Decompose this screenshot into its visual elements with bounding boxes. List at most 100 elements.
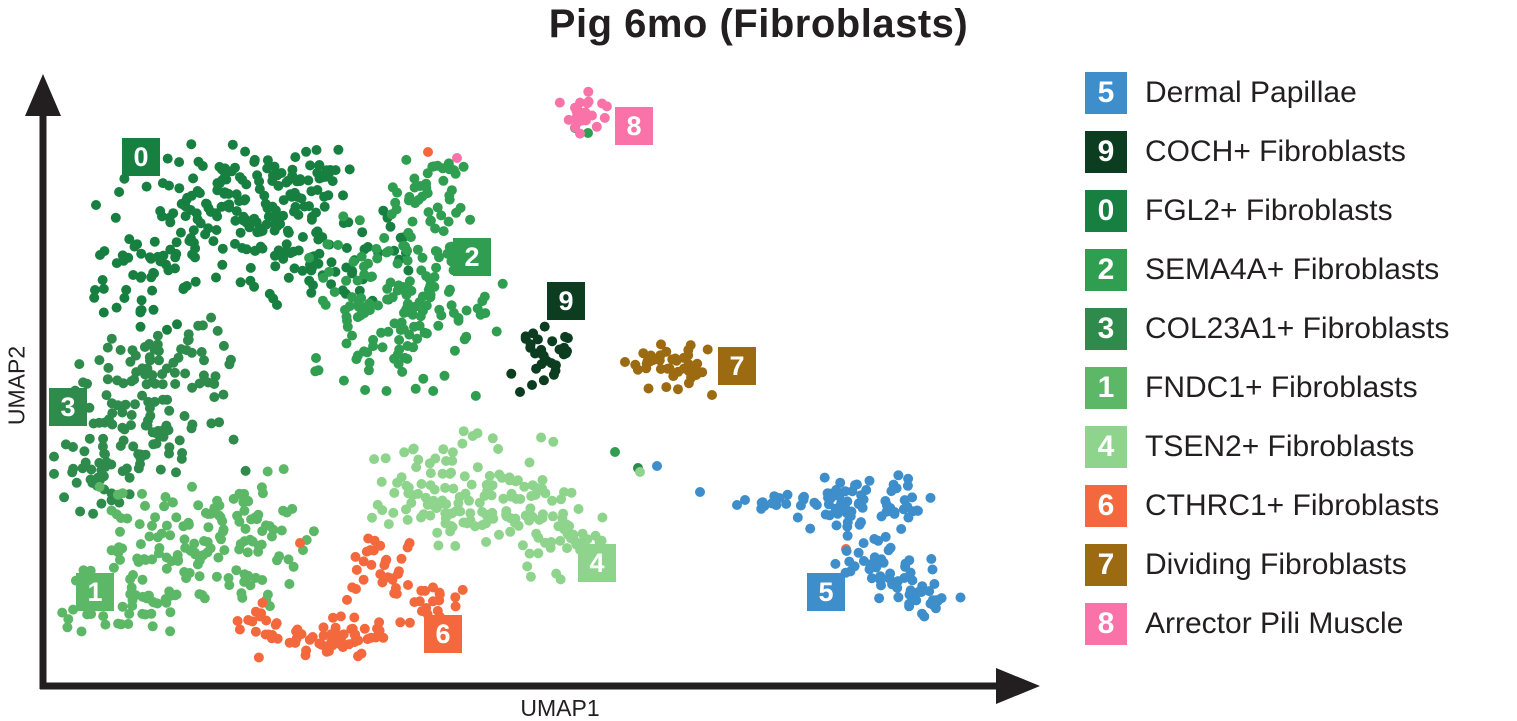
cell-point-cluster-5 — [858, 494, 869, 505]
cell-point-cluster-5 — [853, 547, 864, 558]
cell-point-cluster-5 — [928, 599, 939, 610]
cell-point-cluster-3 — [74, 359, 85, 370]
cell-point-cluster-4 — [555, 535, 566, 546]
cell-point-cluster-0 — [240, 146, 251, 157]
cell-point-cluster-4 — [530, 489, 541, 500]
cell-point-cluster-2 — [360, 385, 371, 395]
cell-point-cluster-0 — [272, 218, 283, 229]
cell-point-cluster-9 — [528, 328, 539, 339]
cell-point-cluster-8 — [571, 106, 582, 117]
cell-point-cluster-1 — [100, 619, 111, 630]
cell-point-cluster-5 — [899, 495, 910, 506]
cell-point-cluster-0 — [347, 268, 357, 279]
scatter-plot — [25, 74, 1040, 704]
legend-item: 9 COCH+ Fibroblasts — [1085, 131, 1449, 173]
cell-point-cluster-0 — [148, 304, 159, 315]
cell-point-cluster-4 — [402, 514, 413, 525]
cell-point-cluster-0 — [296, 193, 307, 204]
cell-point-cluster-2 — [347, 330, 357, 341]
cell-point-cluster-6 — [353, 635, 364, 646]
cell-point-cluster-0 — [269, 250, 280, 261]
legend-item: 0 FGL2+ Fibroblasts — [1085, 190, 1449, 232]
cell-point-cluster-2 — [356, 251, 367, 262]
cell-point-cluster-1 — [262, 466, 273, 477]
cell-point-cluster-5 — [872, 558, 883, 569]
cell-point-cluster-0 — [293, 209, 304, 220]
cell-point-cluster-1 — [246, 514, 257, 525]
cell-point-cluster-2 — [401, 154, 412, 165]
legend-swatch: 0 — [1085, 190, 1127, 232]
cell-point-cluster-4 — [380, 453, 391, 464]
cell-point-cluster-1 — [189, 538, 200, 549]
cell-point-cluster-4 — [413, 454, 424, 465]
cell-point-cluster-0 — [357, 227, 368, 238]
cell-point-cluster-5 — [826, 492, 837, 503]
cell-point-cluster-3 — [147, 370, 158, 381]
cell-point-cluster-2 — [320, 299, 331, 310]
cell-point-cluster-4 — [525, 571, 536, 582]
cell-point-cluster-5 — [907, 590, 918, 601]
cell-point-cluster-1 — [140, 555, 151, 565]
cell-point-cluster-3 — [118, 435, 129, 446]
cell-point-cluster-6 — [346, 624, 357, 635]
cell-point-cluster-0 — [168, 208, 179, 219]
cell-point-cluster-0 — [195, 218, 206, 229]
cell-point-cluster-4 — [545, 542, 556, 553]
cell-point-cluster-0 — [136, 248, 147, 259]
cell-point-cluster-4 — [498, 493, 509, 504]
cell-point-cluster-1 — [123, 619, 134, 629]
cell-point-cluster-2 — [434, 252, 444, 263]
cell-point-cluster-4 — [558, 508, 569, 519]
cell-point-cluster-4 — [408, 444, 419, 455]
cell-point-cluster-1 — [63, 614, 74, 625]
cell-point-cluster-1 — [160, 492, 171, 502]
cell-point-cluster-2 — [362, 347, 373, 358]
cell-point-cluster-0 — [149, 236, 160, 247]
cell-point-cluster-4 — [467, 431, 478, 441]
cell-point-cluster-8 — [563, 114, 574, 125]
cell-point-cluster-5 — [929, 579, 940, 589]
cell-point-cluster-2 — [453, 313, 464, 323]
cell-point-cluster-3 — [114, 497, 125, 508]
cell-point-cluster-8 — [583, 86, 594, 97]
cell-point-cluster-1 — [253, 540, 264, 551]
cell-point-cluster-2 — [318, 272, 329, 283]
cell-point-cluster-5 — [881, 500, 892, 511]
cell-point-cluster-8 — [554, 97, 565, 108]
cell-point-cluster-3 — [106, 333, 117, 344]
cell-point-cluster-4 — [438, 444, 449, 455]
cell-point-cluster-5 — [883, 545, 894, 556]
cell-point-cluster-1 — [154, 543, 165, 553]
cell-point-cluster-2 — [409, 173, 420, 184]
cell-point-cluster-0 — [203, 223, 214, 234]
cell-point-cluster-6 — [363, 533, 374, 544]
cell-point-cluster-0 — [307, 211, 317, 222]
cell-point-cluster-2 — [409, 182, 420, 193]
cell-point-cluster-4 — [422, 499, 433, 510]
cell-point-cluster-3 — [197, 320, 208, 331]
cell-point-cluster-5 — [819, 472, 830, 483]
cell-point-cluster-0 — [338, 190, 348, 201]
cell-point-cluster-1 — [160, 594, 171, 604]
legend-item: 5 Dermal Papillae — [1085, 72, 1449, 114]
cell-point-cluster-6 — [250, 626, 261, 637]
cell-point-cluster-0 — [244, 222, 255, 233]
cell-point-cluster-0 — [333, 144, 344, 155]
cell-point-cluster-3 — [94, 417, 105, 428]
legend-label: COCH+ Fibroblasts — [1145, 135, 1406, 168]
cell-point-cluster-3 — [130, 399, 140, 410]
cell-point-cluster-6 — [256, 608, 267, 619]
cell-point-cluster-3 — [164, 448, 174, 459]
cell-point-cluster-2 — [458, 161, 469, 172]
cell-point-cluster-0 — [190, 243, 201, 254]
cell-point-cluster-1 — [159, 501, 170, 512]
cell-point-cluster-5 — [916, 587, 927, 598]
cell-point-cluster-0 — [313, 258, 324, 269]
cell-point-cluster-7 — [661, 382, 672, 393]
cell-point-cluster-4 — [458, 426, 469, 437]
cell-point-cluster-4 — [392, 477, 403, 488]
cell-point-cluster-2 — [341, 338, 352, 349]
cell-point-cluster-5 — [896, 524, 907, 534]
cell-point-cluster-6 — [390, 583, 401, 593]
cell-point-cluster-2 — [352, 312, 363, 323]
